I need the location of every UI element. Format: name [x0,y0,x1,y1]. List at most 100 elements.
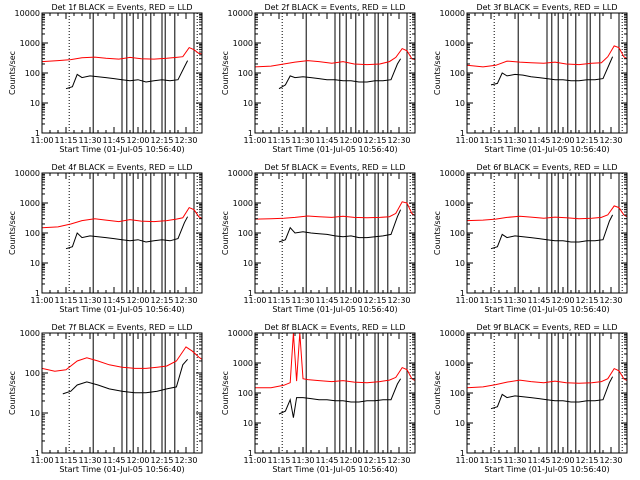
x-tick-label: 12:00 [126,296,149,305]
chart-title: Det 4f BLACK = Events, RED = LLD [51,163,192,172]
y-tick-label: 10 [30,409,40,418]
y-axis-label: Counts/sec [221,51,230,95]
series-group [255,47,415,90]
x-tick-label: 12:30 [387,296,410,305]
x-tick-label: 12:00 [551,136,574,145]
y-tick-label: 10000 [228,169,253,178]
events-series-line [65,216,189,250]
x-tick-label: 11:30 [78,456,101,465]
series-group [467,367,627,410]
y-tick-label: 1 [460,129,465,138]
x-tick-label: 11:30 [291,296,314,305]
y-tick-label: 10000 [15,169,40,178]
lld-series-line [42,346,202,372]
y-tick-label: 1 [35,129,40,138]
x-tick-label: 11:30 [291,456,314,465]
x-tick-label: 11:15 [54,136,77,145]
chart-panel-9: Det 9f BLACK = Events, RED = LLD 1 10 100 10… [433,323,628,474]
lld-series-line [255,47,415,68]
chart-panel-1: Det 1f BLACK = Events, RED = LLD 1 10 100 10… [8,3,203,154]
chart-panel-6: Det 6f BLACK = Events, RED = LLD 1 10 100 10… [433,163,628,314]
x-tick-label: 11:30 [291,136,314,145]
events-series-line [278,209,402,243]
x-tick-label: 12:15 [363,136,386,145]
x-tick-label: 12:00 [339,136,362,145]
x-tick-label: 12:30 [174,456,197,465]
chart-panel-7: Det 7f BLACK = Events, RED = LLD 1 10 100 10… [8,323,203,474]
x-tick-label: 11:30 [503,296,526,305]
lld-series-line [467,367,627,389]
x-tick-label: 11:15 [54,456,77,465]
events-series-line [490,376,614,410]
x-axis-label: Start Time (01-Jul-05 10:56:40) [59,305,184,314]
y-tick-label: 1000 [445,39,465,48]
x-tick-label: 12:15 [150,136,173,145]
x-axis-label: Start Time (01-Jul-05 10:56:40) [272,465,397,474]
chart-panel-2: Det 2f BLACK = Events, RED = LLD 1 10 100 10… [221,3,416,154]
y-tick-label: 10 [243,99,253,108]
y-tick-label: 1 [248,449,253,458]
x-tick-label: 12:30 [174,136,197,145]
y-tick-label: 10000 [440,329,465,338]
y-tick-label: 1 [460,289,465,298]
y-tick-label: 1 [248,129,253,138]
y-axis-label: Counts/sec [433,211,442,255]
x-tick-label: 11:15 [54,296,77,305]
x-tick-label: 12:00 [339,296,362,305]
chart-title: Det 8f BLACK = Events, RED = LLD [264,323,405,332]
x-tick-label: 12:15 [150,296,173,305]
y-tick-label: 100 [238,69,253,78]
lld-series-line [42,46,202,63]
x-tick-label: 12:00 [126,456,149,465]
x-tick-label: 11:00 [30,136,53,145]
x-tick-label: 12:15 [575,136,598,145]
y-axis-label: Counts/sec [8,371,17,415]
y-tick-label: 100 [450,389,465,398]
x-axis-label: Start Time (01-Jul-05 10:56:40) [272,145,397,154]
y-tick-label: 10 [455,259,465,268]
x-axis-label: Start Time (01-Jul-05 10:56:40) [484,305,609,314]
chart-panel-8: Det 8f BLACK = Events, RED = LLD 1 10 100 10… [221,323,416,474]
x-tick-label: 11:00 [30,456,53,465]
series-group [255,201,415,243]
y-tick-label: 10 [30,259,40,268]
y-tick-label: 100 [450,69,465,78]
series-group [42,346,202,395]
x-tick-label: 11:45 [527,296,550,305]
y-tick-label: 10000 [440,9,465,18]
y-tick-label: 1000 [20,329,40,338]
y-tick-label: 10 [455,419,465,428]
y-tick-label: 10000 [228,9,253,18]
y-axis-label: Counts/sec [221,371,230,415]
y-tick-label: 10 [243,259,253,268]
x-tick-label: 11:15 [267,456,290,465]
y-tick-label: 100 [238,229,253,238]
y-tick-label: 100 [25,229,40,238]
y-tick-label: 1 [248,289,253,298]
x-tick-label: 11:00 [243,456,266,465]
y-axis-label: Counts/sec [221,211,230,255]
chart-title: Det 7f BLACK = Events, RED = LLD [51,323,192,332]
chart-title: Det 1f BLACK = Events, RED = LLD [51,3,192,12]
y-axis-label: Counts/sec [8,211,17,255]
x-tick-label: 11:15 [267,136,290,145]
y-tick-label: 10000 [15,9,40,18]
series-group [42,46,202,90]
x-tick-label: 11:15 [267,296,290,305]
x-axis-label: Start Time (01-Jul-05 10:56:40) [59,465,184,474]
x-tick-label: 11:00 [455,456,478,465]
lld-series-line [467,205,627,222]
x-tick-label: 12:00 [551,456,574,465]
lld-series-line [42,206,202,229]
y-axis-label: Counts/sec [8,51,17,95]
chart-title: Det 5f BLACK = Events, RED = LLD [264,163,405,172]
x-tick-label: 12:30 [599,296,622,305]
events-series-line [278,58,402,90]
x-axis-label: Start Time (01-Jul-05 10:56:40) [59,145,184,154]
x-tick-label: 12:15 [150,456,173,465]
y-tick-label: 10000 [440,169,465,178]
x-tick-label: 11:45 [315,296,338,305]
chart-title: Det 6f BLACK = Events, RED = LLD [476,163,617,172]
x-tick-label: 12:15 [575,296,598,305]
chart-title: Det 9f BLACK = Events, RED = LLD [476,323,617,332]
